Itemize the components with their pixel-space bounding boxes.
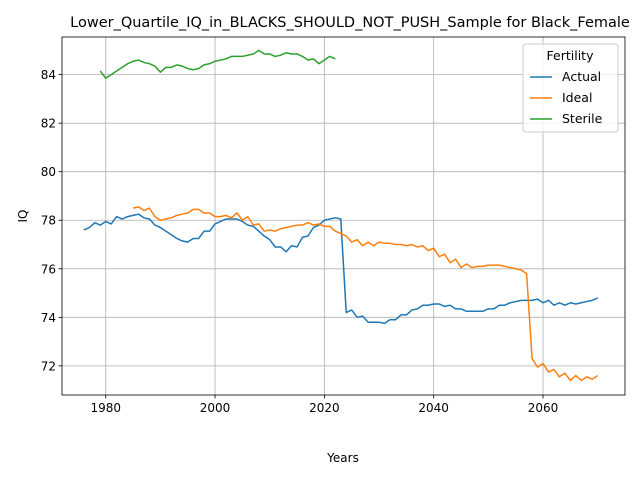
plot-frame <box>61 36 626 396</box>
y-tick-label: 80 <box>41 165 56 179</box>
legend-entry-sterile: Sterile <box>562 111 603 126</box>
legend-entry-ideal: Ideal <box>562 90 592 105</box>
x-tick-label: 1980 <box>90 401 121 415</box>
x-tick-label: 2000 <box>200 401 231 415</box>
y-tick-label: 78 <box>41 214 56 228</box>
x-tick-label: 2060 <box>528 401 559 415</box>
chart-title: Lower_Quartile_IQ_in_BLACKS_SHOULD_NOT_P… <box>70 15 630 31</box>
y-tick-label: 82 <box>41 117 56 131</box>
legend-title: Fertility <box>547 48 595 63</box>
legend: Fertility Actual Ideal Sterile <box>522 43 619 133</box>
y-tick-label: 74 <box>41 311 56 325</box>
series-line-ideal <box>132 206 599 382</box>
axis-ticks: 1980 2000 2020 2040 2060 72 74 76 78 80 82 84 <box>41 68 559 415</box>
x-tick-label: 2020 <box>309 401 340 415</box>
legend-entry-actual: Actual <box>562 69 601 84</box>
y-tick-label: 84 <box>41 68 56 82</box>
x-axis-label: Years <box>326 451 359 465</box>
y-axis-label: IQ <box>16 210 30 223</box>
y-tick-label: 76 <box>41 262 56 276</box>
series-line-sterile <box>99 49 336 80</box>
series-lines <box>83 49 599 382</box>
legend-box <box>522 43 619 133</box>
series-line-actual <box>83 213 598 325</box>
x-tick-label: 2040 <box>418 401 449 415</box>
y-tick-label: 72 <box>41 359 56 373</box>
